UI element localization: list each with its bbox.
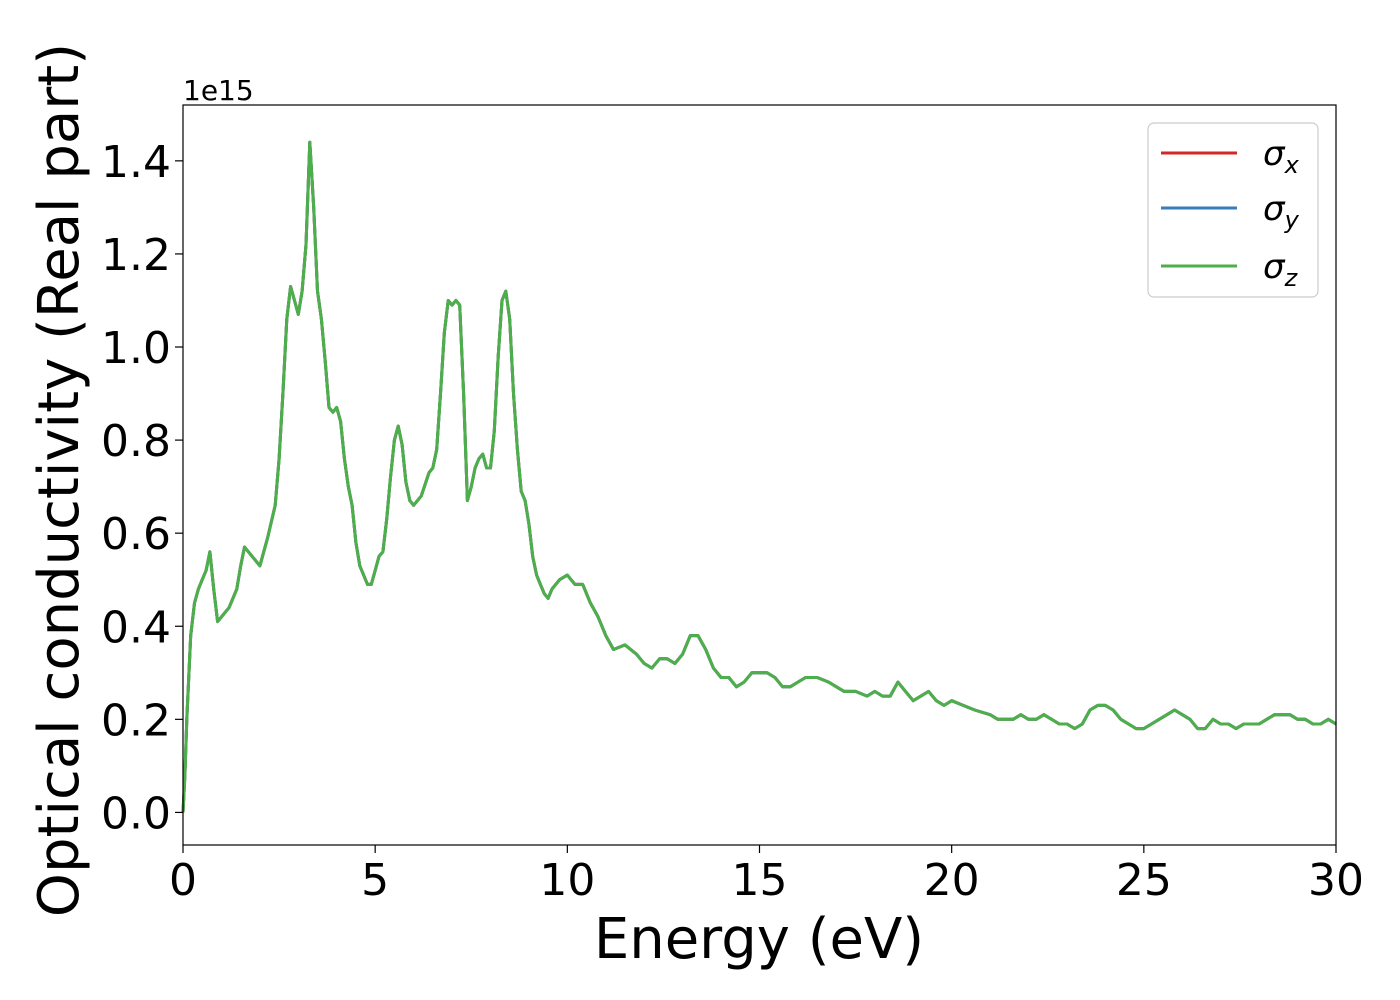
x-tick-label: 15 xyxy=(732,855,788,906)
x-tick-label: 25 xyxy=(1116,855,1172,906)
x-tick-label: 30 xyxy=(1308,855,1364,906)
y-tick-label: 0.4 xyxy=(101,602,171,653)
x-axis-label: Energy (eV) xyxy=(594,907,924,972)
y-tick-label: 0.8 xyxy=(101,416,171,467)
legend-label-y: σy xyxy=(1263,189,1300,234)
y-tick-label: 0.2 xyxy=(101,695,171,746)
y-axis-multiplier: 1e15 xyxy=(183,74,254,107)
y-axis-ticks: 0.0 0.2 0.4 0.6 0.8 1.0 1.2 1.4 xyxy=(101,137,183,839)
y-axis-label: Optical conductivity (Real part) xyxy=(27,43,92,917)
x-tick-label: 20 xyxy=(924,855,980,906)
y-tick-label: 1.4 xyxy=(101,137,171,188)
legend-label-z: σz xyxy=(1263,247,1299,292)
legend-label-x: σx xyxy=(1263,134,1300,179)
legend-box xyxy=(1147,122,1319,298)
y-tick-label: 1.0 xyxy=(101,323,171,374)
series-line-z xyxy=(181,140,1337,813)
y-tick-label: 0.0 xyxy=(101,788,171,839)
y-tick-label: 1.2 xyxy=(101,230,171,281)
series-lines xyxy=(181,140,1337,813)
legend: σx σy σz xyxy=(1147,122,1319,298)
x-tick-label: 10 xyxy=(539,855,595,906)
y-tick-label: 0.6 xyxy=(101,509,171,560)
x-tick-label: 5 xyxy=(361,855,389,906)
x-tick-label: 0 xyxy=(169,855,197,906)
x-axis-ticks: 0 5 10 15 20 25 30 xyxy=(169,845,1364,906)
